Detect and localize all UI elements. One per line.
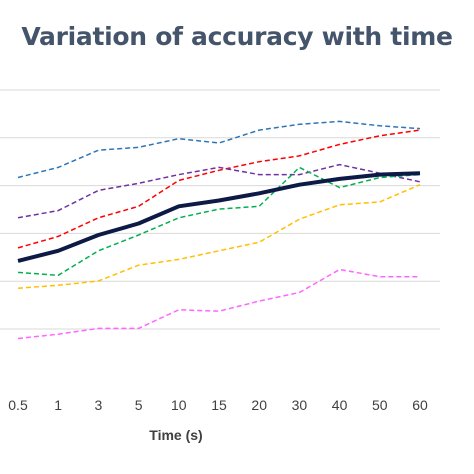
- x-axis-title: Time (s): [149, 427, 202, 443]
- x-tick-label: 5: [135, 397, 143, 413]
- series-line-6: [17, 268, 420, 340]
- x-tick-label: 3: [95, 397, 103, 413]
- x-tick-label: 20: [251, 397, 267, 413]
- x-tick-label: 15: [211, 397, 227, 413]
- series-lines: [17, 120, 421, 340]
- series-line-2: [17, 129, 421, 249]
- x-tick-label: 10: [171, 397, 187, 413]
- series-line-4: [17, 166, 421, 277]
- x-tick-label: 60: [412, 397, 428, 413]
- series-line-3: [17, 163, 421, 219]
- x-tick-label: 50: [372, 397, 388, 413]
- series-line-1: [17, 120, 421, 179]
- series-line-5: [17, 184, 421, 289]
- gridlines: [0, 89, 440, 330]
- x-tick-label: 0.5: [8, 397, 28, 413]
- x-tick-label: 40: [332, 397, 348, 413]
- x-tick-labels: 0.5 1 3 5 10 15 20 30 40 50 60: [8, 397, 428, 413]
- x-tick-label: 30: [292, 397, 308, 413]
- series-line-7: [17, 171, 421, 263]
- x-tick-label: 1: [54, 397, 62, 413]
- chart-title: Variation of accuracy with time: [21, 22, 453, 51]
